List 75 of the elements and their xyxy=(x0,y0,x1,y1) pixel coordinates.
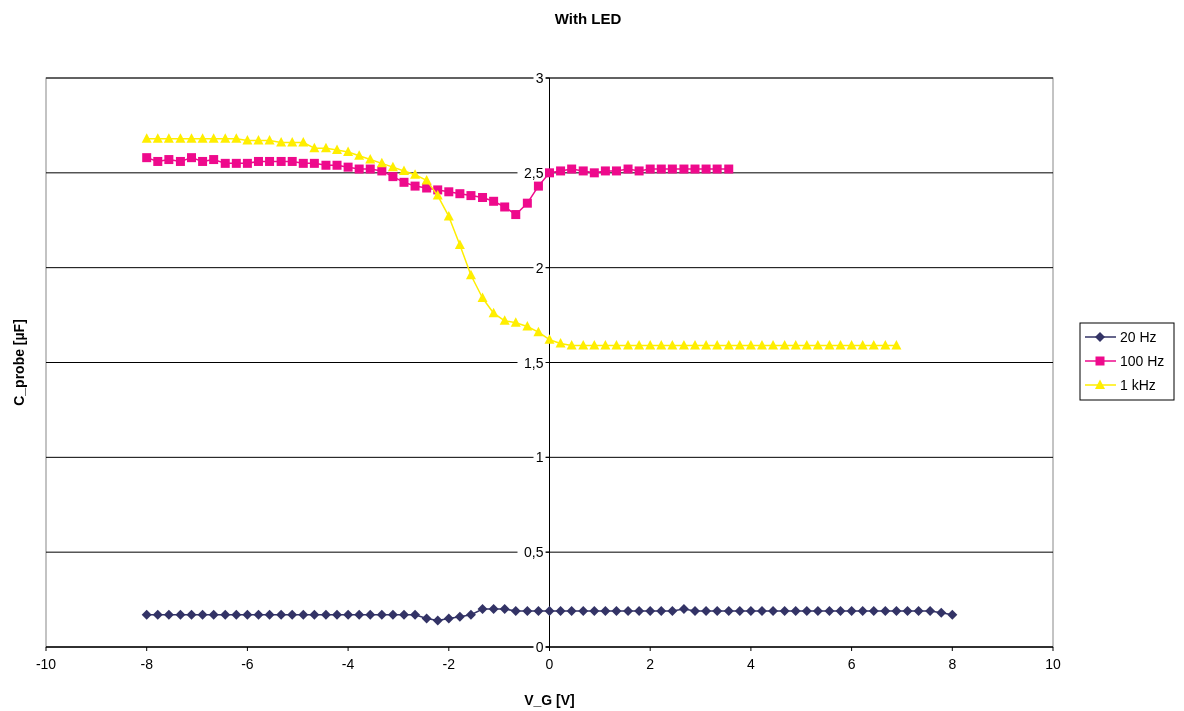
x-axis-title: V_G [V] xyxy=(524,692,575,708)
point xyxy=(198,156,208,166)
point xyxy=(332,160,342,170)
point xyxy=(455,189,465,199)
point xyxy=(522,198,532,208)
point xyxy=(634,166,644,176)
point xyxy=(667,164,677,174)
point xyxy=(410,181,420,191)
point xyxy=(265,156,275,166)
point xyxy=(511,210,521,220)
y-tick-label: 0,5 xyxy=(524,544,544,561)
x-tick-label: -2 xyxy=(442,656,456,672)
point xyxy=(556,166,566,176)
point xyxy=(600,166,610,176)
point xyxy=(175,156,185,166)
x-tick-label: -8 xyxy=(140,656,154,672)
point xyxy=(645,164,655,174)
point xyxy=(623,164,633,174)
point xyxy=(142,153,152,163)
point xyxy=(187,153,197,163)
legend-label: 100 Hz xyxy=(1120,353,1165,369)
y-tick-label: 1,5 xyxy=(524,354,544,371)
legend-label: 20 Hz xyxy=(1120,329,1157,345)
point xyxy=(679,164,689,174)
point xyxy=(153,156,163,166)
x-tick-label: 6 xyxy=(847,656,856,672)
point xyxy=(533,181,543,191)
point xyxy=(399,177,409,187)
point xyxy=(466,191,476,201)
legend-label: 1 kHz xyxy=(1120,377,1156,393)
x-tick-label: 2 xyxy=(646,656,655,672)
point xyxy=(164,155,174,165)
y-axis-title: C_probe [µF] xyxy=(11,319,27,406)
point xyxy=(231,158,241,168)
y-tick-label: 2 xyxy=(535,259,544,276)
point xyxy=(309,158,319,168)
point xyxy=(724,164,734,174)
point xyxy=(287,156,297,166)
x-tick-label: 8 xyxy=(948,656,957,672)
y-tick-label: 3 xyxy=(535,70,544,86)
y-tick-label: 1 xyxy=(535,449,544,466)
x-tick-label: 4 xyxy=(747,656,755,672)
point xyxy=(712,164,722,174)
x-tick-label: -6 xyxy=(241,656,254,672)
x-tick-label: 0 xyxy=(545,656,554,672)
point xyxy=(478,192,488,202)
point xyxy=(656,164,666,174)
point xyxy=(444,187,454,197)
point xyxy=(298,158,308,168)
x-tick-label: -10 xyxy=(35,656,57,672)
point xyxy=(422,183,432,193)
point xyxy=(589,168,599,178)
point xyxy=(701,164,711,174)
x-tick-label: -4 xyxy=(341,656,355,672)
point xyxy=(343,162,353,172)
point xyxy=(690,164,700,174)
point xyxy=(276,156,286,166)
point xyxy=(365,164,375,174)
point xyxy=(578,166,588,176)
point xyxy=(354,164,364,174)
point xyxy=(388,172,398,182)
point xyxy=(220,158,230,168)
point xyxy=(242,158,252,168)
point xyxy=(611,166,621,176)
point xyxy=(253,156,263,166)
point xyxy=(209,155,219,165)
x-tick-label: 10 xyxy=(1045,656,1061,672)
point xyxy=(321,160,331,170)
y-tick-label: 2,5 xyxy=(524,164,544,181)
chart-title: With LED xyxy=(554,10,622,27)
y-tick-label: 0 xyxy=(535,639,544,655)
point xyxy=(500,202,510,212)
point xyxy=(489,196,499,206)
point xyxy=(545,168,554,178)
point xyxy=(567,164,577,174)
